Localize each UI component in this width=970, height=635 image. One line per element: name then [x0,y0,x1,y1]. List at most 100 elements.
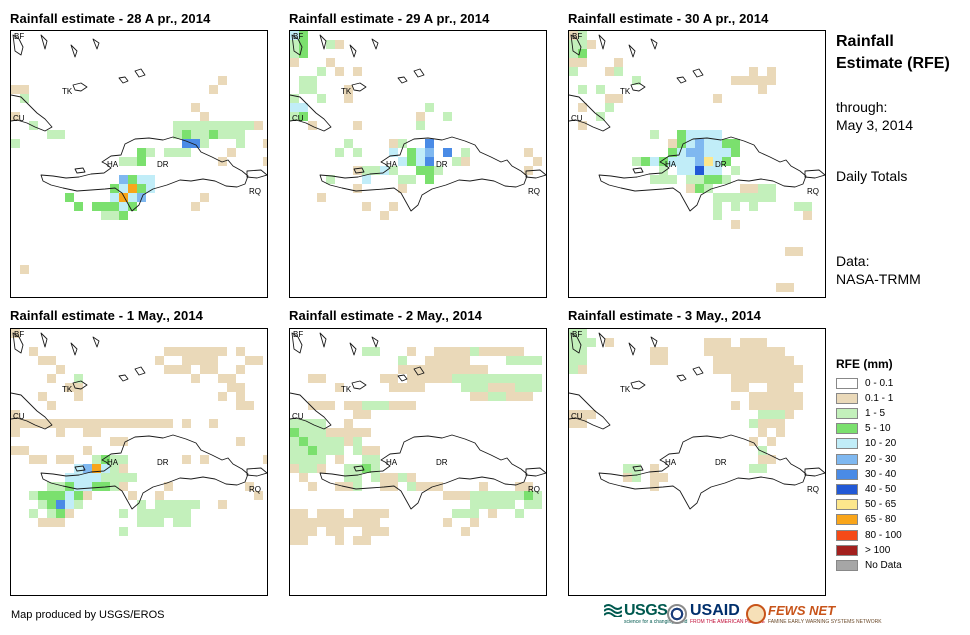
rainfall-cell [794,401,803,410]
rainfall-cell [110,437,119,446]
coastline [804,467,825,477]
rainfall-cell [128,193,137,202]
rainfall-cell [488,392,497,401]
rainfall-cell [119,202,128,211]
legend-title: RFE (mm) [836,357,893,371]
rainfall-cell [776,419,785,428]
rainfall-cell [290,527,299,536]
rainfall-cell [434,374,443,383]
rainfall-cell [749,365,758,374]
rainfall-cell [407,347,416,356]
rainfall-cell [326,527,335,536]
rainfall-cell [587,338,596,347]
coastline [676,76,687,84]
rainfall-cell [569,365,578,374]
rainfall-cell [11,428,20,437]
rainfall-cell [200,121,209,130]
rainfall-cell [56,491,65,500]
rainfall-cell [101,419,110,428]
coastline [40,434,249,510]
through-label: through: [836,99,888,115]
rainfall-cell [785,247,794,256]
rainfall-cell [569,356,578,365]
rainfall-cell [623,473,632,482]
rainfall-cell [335,437,344,446]
rainfall-cell [308,374,317,383]
rainfall-cell [92,202,101,211]
rainfall-cell [659,175,668,184]
rainfall-cell [731,383,740,392]
rainfall-cell [713,202,722,211]
rainfall-cell [632,473,641,482]
rainfall-cell [479,365,488,374]
rainfall-cell [290,518,299,527]
rainfall-map [11,329,267,536]
rainfall-cell [767,184,776,193]
rainfall-cell [434,365,443,374]
rainfall-cell [713,347,722,356]
rainfall-cell [506,383,515,392]
rainfall-cell [569,338,578,347]
rainfall-cell [470,509,479,518]
rainfall-cell [119,211,128,220]
map-panel-2-may: BF TK CU HA DR RQ [289,328,547,596]
rainfall-cell [758,392,767,401]
rainfall-cell [299,464,308,473]
rainfall-cell [83,482,92,491]
place-label-dr: DR [715,458,727,467]
rainfall-cell [722,193,731,202]
rainfall-cell [677,166,686,175]
rainfall-cell [155,491,164,500]
map-panel-1-may: BF TK CU HA DR RQ [10,328,268,596]
rainfall-cell [317,455,326,464]
rainfall-cell [470,392,479,401]
rainfall-cell [776,428,785,437]
rainfall-cell [686,184,695,193]
place-label-cu: CU [571,412,583,421]
rainfall-cell [740,347,749,356]
rainfall-cell [119,527,128,536]
rainfall-cell [344,94,353,103]
rainfall-cell [56,509,65,518]
rainfall-cell [353,148,362,157]
rainfall-cell [452,157,461,166]
rainfall-cell [695,157,704,166]
rainfall-cell [497,383,506,392]
rainfall-cell [101,473,110,482]
rainfall-cell [776,365,785,374]
rainfall-cell [362,527,371,536]
rainfall-cell [146,509,155,518]
usgs-wave-icon [604,604,622,617]
rainfall-cell [470,365,479,374]
rainfall-cell [335,455,344,464]
rainfall-cell [20,94,29,103]
legend-label: 0.1 - 1 [865,392,894,404]
rainfall-cell [308,518,317,527]
rainfall-cell [425,139,434,148]
place-label-cu: CU [571,114,583,123]
rainfall-cell [254,491,263,500]
place-label-cu: CU [292,114,304,123]
place-label-bf: BF [14,330,25,339]
rainfall-cell [74,473,83,482]
rainfall-cell [470,500,479,509]
rainfall-cell [245,121,254,130]
rainfall-cell [119,175,128,184]
rainfall-cell [290,419,299,428]
rainfall-cell [371,347,380,356]
rainfall-cell [308,121,317,130]
panel-title-29-apr: Rainfall estimate - 29 A pr., 2014 [289,11,490,26]
rainfall-cell [245,401,254,410]
rainfall-cell [308,482,317,491]
coastline [598,332,606,348]
rainfall-cell [452,365,461,374]
rainfall-cell [245,356,254,365]
rainfall-cell [335,383,344,392]
rainfall-cell [317,67,326,76]
rainfall-cell [308,428,317,437]
rainfall-cell [146,184,155,193]
rainfall-cell [380,509,389,518]
rainfall-cell [758,446,767,455]
rainfall-cell [74,491,83,500]
rainfall-cell [488,374,497,383]
